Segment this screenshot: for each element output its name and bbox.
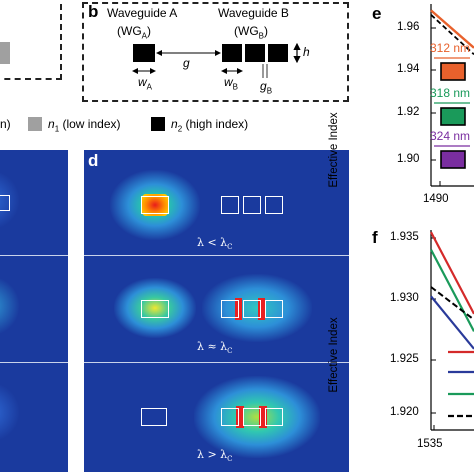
- waveguide-b-outline-row3-2: [243, 408, 261, 426]
- legend-n2-label: n2 (high index): [171, 117, 249, 134]
- panel-e-legend-text-2: 318 nm: [430, 86, 470, 100]
- panel-e-legend-swatch-1: [440, 62, 466, 81]
- waveguide-a-outline-row3: [141, 408, 167, 426]
- panel-a-gray-block: [0, 42, 10, 64]
- waveguide-b-outline-row1-3: [265, 196, 283, 214]
- panel-f-ytick-4: 1.920: [390, 406, 419, 418]
- panel-e-ytick-2: 1.94: [397, 63, 420, 75]
- panel-c-separator-1: [0, 255, 68, 256]
- panel-c-glow-3: [0, 382, 20, 442]
- gap-gb-label: gB: [260, 79, 273, 96]
- panel-f-dashed-reference-line: [430, 286, 474, 321]
- waveguide-a-block: [133, 44, 155, 62]
- waveguide-a-outline-row1: [141, 196, 169, 214]
- panel-e-legend-swatch-3: [440, 150, 466, 169]
- waveguide-b-block-1: [222, 44, 242, 62]
- panel-d-separator-1: [84, 255, 349, 256]
- panel-c-field-maps: [0, 150, 68, 472]
- waveguide-b-outline-row2-3: [265, 300, 283, 318]
- height-h-label: h: [303, 45, 310, 59]
- waveguide-a-abbr: (WGA): [117, 24, 151, 41]
- waveguide-b-outline-row2-2: [243, 300, 261, 318]
- panel-e-ytick-4: 1.90: [397, 153, 420, 165]
- waveguide-b-block-3: [268, 44, 288, 62]
- panel-f-ytick-2: 1.930: [390, 292, 419, 304]
- legend-n1-swatch: [28, 117, 42, 131]
- panel-f-ytick-1: 1.935: [390, 231, 419, 243]
- panel-e-legend-text-3: 324 nm: [430, 129, 470, 143]
- panel-b-dimension-arrows: [132, 42, 301, 78]
- mode-hotspot-row1: [142, 194, 168, 216]
- waveguide-a-outline-row2: [141, 300, 169, 318]
- panel-f-xtick-1: 1535: [417, 438, 443, 450]
- panel-c-separator-2: [0, 362, 68, 363]
- legend-n2-swatch: [151, 117, 165, 131]
- waveguide-b-outline-row3-3: [265, 408, 283, 426]
- mode-hotspot-row3-b1: [236, 406, 244, 428]
- gap-g-label: g: [183, 56, 190, 70]
- panel-d-field-maps: d λ < λC λ ≈ λC λ > λC: [84, 150, 349, 472]
- panel-f-series-line-1: [430, 231, 474, 315]
- mode-hotspot-row3-b2: [259, 406, 267, 428]
- mode-hotspot-row2-b2: [258, 298, 265, 320]
- panel-b-label: b: [88, 2, 99, 21]
- mode-glow-row2-a: [114, 278, 196, 338]
- waveguide-b-abbr: (WGB): [234, 24, 268, 41]
- panel-e-xtick-1: 1490: [423, 193, 449, 205]
- panel-e-series-line-1: [430, 9, 474, 49]
- waveguide-a-title: Waveguide A: [107, 6, 178, 20]
- panel-f-label: f: [372, 228, 378, 247]
- panel-e-ytick-1: 1.96: [397, 21, 420, 33]
- width-wa-label: wA: [138, 75, 153, 92]
- waveguide-b-outline-row1-2: [243, 196, 261, 214]
- panel-a-frame: [0, 0, 62, 80]
- panel-f-ytick-3: 1.925: [390, 353, 419, 365]
- legend-fragment: n): [0, 117, 11, 131]
- width-wb-label: wB: [224, 75, 239, 92]
- panel-e-legend-swatch-2: [440, 107, 466, 126]
- panel-e-legend-text-1: 312 nm: [430, 41, 470, 55]
- condition-label-row1: λ < λC: [197, 236, 233, 252]
- panel-d-separator-2: [84, 362, 349, 363]
- waveguide-b-outline-row3-1: [221, 408, 239, 426]
- panel-f-series-line-3: [430, 295, 474, 350]
- waveguide-b-outline-row2-1: [221, 300, 239, 318]
- panel-e-dashed-reference-line: [430, 14, 474, 56]
- panel-c-glow-2: [0, 276, 20, 336]
- mode-glow-row2-b: [202, 274, 312, 342]
- panel-d-label: d: [88, 151, 99, 170]
- panel-f-series-line-2: [430, 249, 474, 332]
- condition-label-row2: λ ≈ λC: [197, 340, 233, 356]
- panel-c-outline-1: [0, 195, 10, 211]
- panel-c-glow-1: [0, 170, 20, 230]
- panel-e-ytick-3: 1.92: [397, 106, 420, 118]
- panel-b-frame: [82, 2, 349, 102]
- waveguide-b-title: Waveguide B: [218, 6, 289, 20]
- legend-n1-label: n1 (low index): [48, 117, 121, 134]
- condition-label-row3: λ > λC: [197, 448, 233, 464]
- panel-e-label: e: [372, 4, 382, 23]
- waveguide-b-block-2: [245, 44, 265, 62]
- waveguide-b-outline-row1-1: [221, 196, 239, 214]
- mode-glow-row3-b: [194, 376, 320, 458]
